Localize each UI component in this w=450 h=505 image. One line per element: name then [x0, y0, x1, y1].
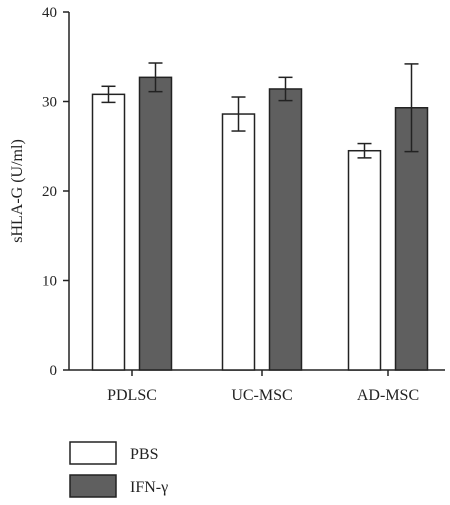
category-label: PDLSC [107, 387, 157, 404]
legend-label: IFN-γ [130, 479, 168, 496]
legend: PBS IFN-γ [69, 441, 168, 498]
labels: 0 10 20 30 40 sHLA-G (U/ml) PDLSC UC-MSC AD-MSC [9, 5, 419, 404]
axes [63, 11, 445, 376]
y-tick-label: 30 [42, 95, 57, 111]
bar-ifn-gamma [138, 76, 173, 371]
category-label: AD-MSC [357, 387, 419, 404]
y-axis-title: sHLA-G (U/ml) [9, 139, 26, 243]
legend-swatch-ifn-gamma [69, 474, 117, 498]
bar-pbs [221, 113, 256, 371]
y-tick-label: 20 [42, 184, 57, 200]
legend-swatch-pbs [69, 441, 117, 465]
bar-pbs [347, 149, 382, 371]
legend-label: PBS [130, 446, 158, 463]
y-tick-label: 40 [42, 5, 57, 21]
y-tick-label: 10 [42, 274, 57, 290]
bars [91, 62, 429, 371]
y-tick-label: 0 [50, 363, 58, 379]
bar-pbs [91, 93, 126, 371]
category-label: UC-MSC [231, 387, 292, 404]
bar-ifn-gamma [268, 88, 303, 371]
